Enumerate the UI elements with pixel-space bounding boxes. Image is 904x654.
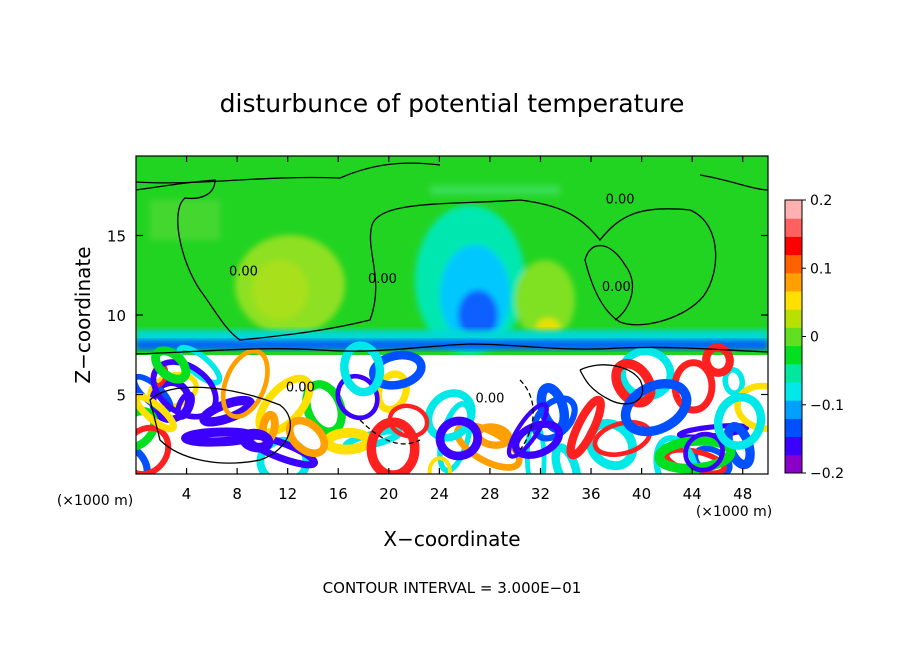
contour-interval-note: CONTOUR INTERVAL = 3.000E−01 [323,579,582,597]
contour-label: 0.00 [229,264,258,279]
turbulent-eddy [387,403,430,439]
colorbar-step [785,272,802,292]
y-axis-label: Z−coordinate [71,246,95,383]
contour-lines [136,162,768,464]
contour-label: 0.00 [606,193,635,208]
zero-contour-main [136,179,717,341]
x-tick-label: 8 [232,485,242,503]
colorbar-step [785,345,802,365]
x-tick-label: 40 [632,485,651,503]
turbulent-eddy [136,445,151,474]
turbulent-eddy [435,416,482,461]
warm-column-right [515,260,575,340]
x-tick-label: 16 [329,485,348,503]
x-tick-label: 12 [278,485,297,503]
x-tick-label: 20 [379,485,398,503]
turbulent-eddy [176,344,223,386]
colorbar-step [785,363,802,383]
contour-labels: 0.00 0.00 0.00 0.00 0.00 0.00 [229,193,635,407]
colorbar-step [785,400,802,419]
x-unit-left: (×1000 m) [57,493,133,509]
turbulent-eddy [713,392,766,450]
turbulent-layer [136,341,768,474]
y-axis: 5 10 15 [107,228,768,405]
lower-contour-a [359,379,534,451]
warm-column-left-core [252,260,308,320]
colorbar-step [785,218,802,237]
colorbar-tick-label: 0.1 [810,261,832,277]
turbulent-eddy [653,435,700,474]
cold-core-mid [458,290,498,340]
contour-label: 0.00 [368,272,397,287]
turbulent-eddy [506,402,549,459]
turbulent-eddy [175,391,195,420]
plot-area: 0.00 0.00 0.00 0.00 0.00 0.00 [136,156,768,474]
x-tick-label: 24 [430,485,449,503]
zero-contour-top [136,162,441,184]
lower-contour-b [149,386,291,464]
cool-band-top [430,185,560,195]
colorbar-step [785,327,802,347]
turbulent-eddy [220,348,270,419]
turbulent-eddy [136,393,177,433]
turbulent-eddy [566,395,605,460]
zero-contour-right [699,174,768,191]
turbulent-eddy [551,443,582,474]
colorbar-step [785,291,802,310]
interface-contour [136,343,768,355]
turbulent-eddy [366,417,420,474]
turbulent-eddy [136,424,172,474]
colorbar-step [785,254,802,274]
turbulent-eddy [285,416,329,457]
x-tick-label: 48 [733,485,752,503]
colorbar-step [785,454,802,474]
lower-contour-c [579,364,644,405]
x-tick-label: 32 [531,485,550,503]
y-tick-label: 10 [107,307,126,325]
upper-anomalies [150,185,575,355]
x-tick-label: 4 [182,485,192,503]
colorbar-step [785,382,802,401]
contour-label: 0.00 [475,391,504,406]
colorbar-tick-label: 0.2 [810,193,832,209]
turbulent-eddy [239,428,274,453]
turbulent-eddy [427,456,452,474]
turbulent-eddy [611,358,656,408]
colorbar-tick-label: 0 [810,330,819,346]
turbulent-eddy [340,341,385,397]
colorbar-tick-label: −0.1 [810,398,844,414]
x-axis: 4 8 12 16 20 24 28 32 36 40 44 48 [182,156,752,503]
colorbar-tick-label: −0.2 [810,466,844,482]
x-tick-label: 44 [683,485,702,503]
chart-title: disturbunce of potential temperature [220,89,685,118]
turbulent-eddy [683,431,725,473]
colorbar-step [785,418,802,438]
warm-patch-left [150,200,220,240]
turbulent-eddy [722,367,745,396]
colorbar: 0.2 0.1 0 −0.1 −0.2 [784,193,844,482]
turbulent-eddy [369,350,426,390]
x-tick-label: 36 [581,485,600,503]
x-tick-label: 28 [480,485,499,503]
colorbar-step [785,436,802,456]
y-tick-label: 5 [116,387,126,405]
turbulent-eddy [620,379,692,437]
turbulent-eddy [511,420,563,459]
x-axis-label: X−coordinate [383,527,520,551]
colorbar-step [785,309,802,328]
turbulent-eddy [424,389,476,442]
y-tick-label: 15 [107,228,126,246]
contour-label: 0.00 [286,380,315,395]
colorbar-step [785,236,802,256]
colorbar-step [785,200,802,219]
contour-label: 0.00 [602,280,631,295]
turbulent-eddy [702,343,734,377]
x-unit-right: (×1000 m) [696,504,772,520]
